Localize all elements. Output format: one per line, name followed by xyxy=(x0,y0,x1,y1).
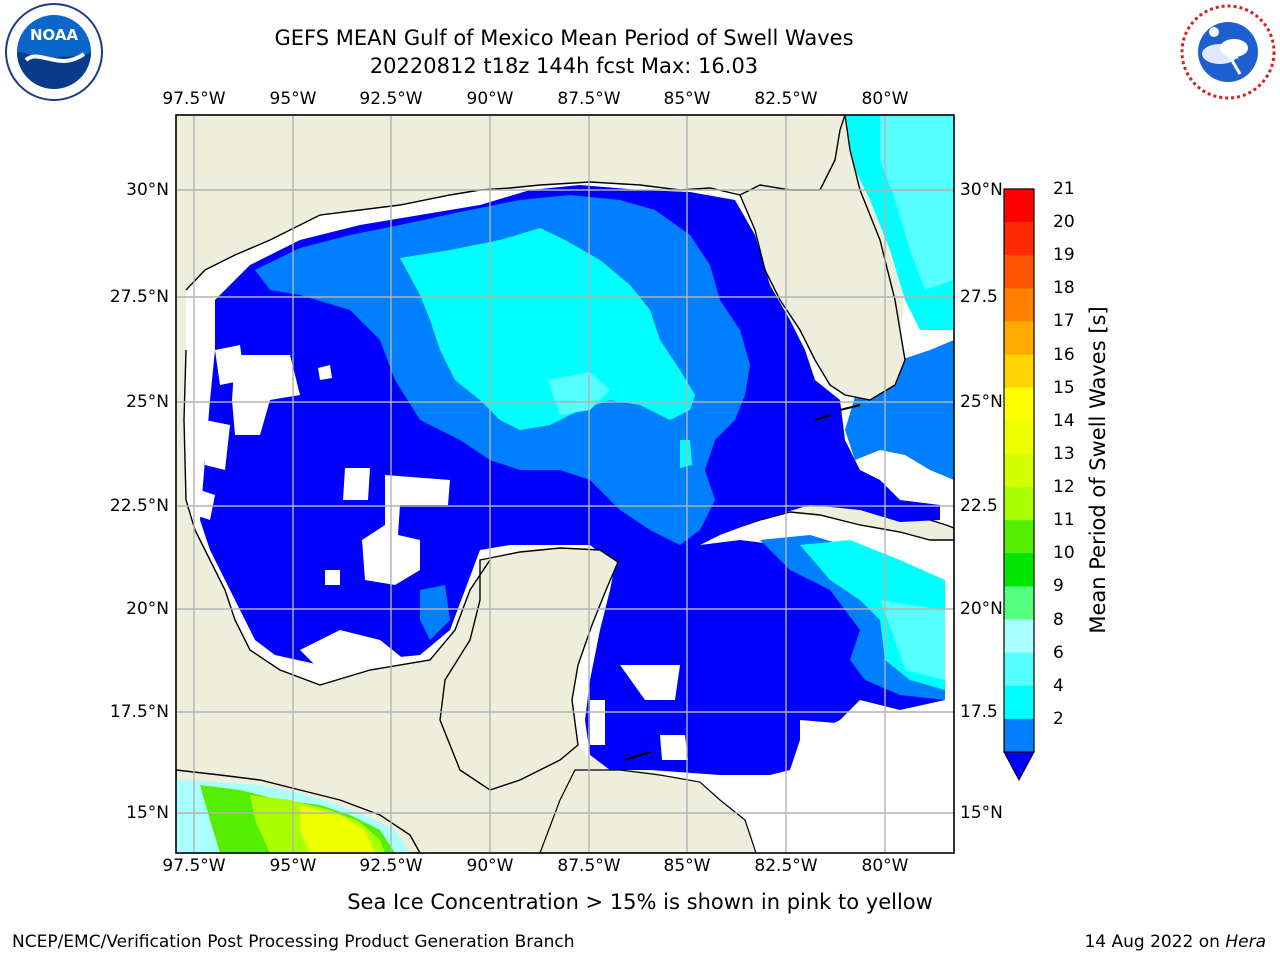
graticule xyxy=(176,115,954,853)
colorbar-tick-label: 4 xyxy=(1053,675,1064,696)
colorbar-cell xyxy=(1004,354,1034,389)
colorbar xyxy=(1003,188,1035,782)
lon-tick-bottom: 90°W xyxy=(466,856,514,876)
lon-tick-bottom: 92.5°W xyxy=(359,856,423,876)
lat-tick-right: 20°N xyxy=(960,599,1003,619)
credit-date: 14 Aug 2022 on Hera xyxy=(1084,932,1266,952)
credit-host: Hera xyxy=(1225,932,1266,952)
colorbar-cell xyxy=(1004,586,1034,621)
colorbar-tick-label: 21 xyxy=(1053,179,1075,199)
colorbar-tick-label: 6 xyxy=(1053,642,1064,663)
colorbar-cell xyxy=(1004,255,1034,289)
florida-land xyxy=(739,115,906,401)
lon-tick-bottom: 95°W xyxy=(269,856,317,876)
colorbar-cell xyxy=(1004,718,1034,753)
credit-branch: NCEP/EMC/Verification Post Processing Pr… xyxy=(12,932,575,952)
nws-logo xyxy=(1180,4,1276,100)
lon-tick-top: 80°W xyxy=(861,89,909,109)
map-frame xyxy=(175,114,955,854)
coastline xyxy=(185,181,741,291)
credit-date-text: 14 Aug 2022 on xyxy=(1084,932,1226,952)
colorbar-tick-label: 2 xyxy=(1053,708,1064,729)
colorbar-title: Mean Period of Swell Waves [s] xyxy=(1086,306,1110,634)
lat-tick-left: 17.5°N xyxy=(109,702,169,722)
noaa-logo-text: NOAA xyxy=(30,26,79,44)
lon-tick-top: 95°W xyxy=(269,89,317,109)
colorbar-cell xyxy=(1004,453,1034,488)
sea-ice-note: Sea Ice Concentration > 15% is shown in … xyxy=(347,890,933,914)
lat-tick-left: 15°N xyxy=(126,803,169,823)
lon-tick-top: 90°W xyxy=(466,89,514,109)
colorbar-cell xyxy=(1004,288,1034,322)
noaa-logo: NOAA xyxy=(5,3,103,101)
colorbar-cell xyxy=(1004,619,1034,654)
colorbar-cell xyxy=(1004,520,1034,554)
colorbar-cell xyxy=(1004,553,1034,587)
colorbar-extend-arrow xyxy=(1003,751,1035,782)
colorbar-tick-label: 10 xyxy=(1053,543,1075,564)
lat-tick-right: 17.5 xyxy=(960,702,998,722)
lat-tick-right: 15°N xyxy=(960,803,1003,823)
lat-tick-left: 22.5°N xyxy=(109,496,169,516)
colorbar-tick-label: 14 xyxy=(1053,410,1075,431)
lon-tick-top: 82.5°W xyxy=(754,89,818,109)
lon-tick-top: 87.5°W xyxy=(557,89,621,109)
swell-band-6-8 xyxy=(400,228,695,430)
colorbar-cell xyxy=(1004,420,1034,455)
colorbar-tick-label: 11 xyxy=(1053,510,1075,531)
lat-tick-left: 27.5°N xyxy=(109,287,169,307)
lat-tick-right: 30°N xyxy=(960,180,1003,200)
lat-tick-right: 22.5 xyxy=(960,496,998,516)
lon-tick-bottom: 85°W xyxy=(663,856,711,876)
colorbar-cell xyxy=(1004,652,1034,687)
colorbar-tick-label: 16 xyxy=(1053,344,1075,365)
map-subtitle: 20220812 t18z 144h fcst Max: 16.03 xyxy=(369,54,759,78)
map-title: GEFS MEAN Gulf of Mexico Mean Period of … xyxy=(274,26,854,50)
lat-tick-left: 30°N xyxy=(126,180,169,200)
colorbar-tick-label: 20 xyxy=(1053,212,1075,233)
colorbar-cell xyxy=(1004,222,1034,256)
lon-tick-bottom: 87.5°W xyxy=(557,856,621,876)
lon-tick-top: 97.5°W xyxy=(162,89,226,109)
colorbar-tick-label: 13 xyxy=(1053,443,1075,464)
colorbar-tick-label: 19 xyxy=(1053,245,1075,266)
no-data-patches xyxy=(195,345,954,853)
lon-tick-top: 85°W xyxy=(663,89,711,109)
lon-tick-top: 92.5°W xyxy=(359,89,423,109)
lat-tick-right: 25°N xyxy=(960,392,1003,412)
colorbar-tick-label: 9 xyxy=(1053,576,1064,597)
colorbar-tick-label: 18 xyxy=(1053,278,1075,299)
colorbar-tick-label: 17 xyxy=(1053,311,1075,332)
lat-tick-left: 20°N xyxy=(126,599,169,619)
colorbar-cell xyxy=(1004,321,1034,356)
colorbar-cell xyxy=(1004,487,1034,521)
lon-tick-bottom: 82.5°W xyxy=(754,856,818,876)
lat-tick-left: 25°N xyxy=(126,392,169,412)
colorbar-tick-label: 15 xyxy=(1053,377,1075,398)
colorbar-cell xyxy=(1004,387,1034,422)
lon-tick-bottom: 97.5°W xyxy=(162,856,226,876)
colorbar-cell xyxy=(1004,189,1034,223)
lon-tick-bottom: 80°W xyxy=(861,856,909,876)
colorbar-cell xyxy=(1004,685,1034,720)
colorbar-tick-label: 12 xyxy=(1053,477,1075,498)
lat-tick-right: 27.5 xyxy=(960,287,998,307)
colorbar-tick-label: 8 xyxy=(1053,609,1064,630)
